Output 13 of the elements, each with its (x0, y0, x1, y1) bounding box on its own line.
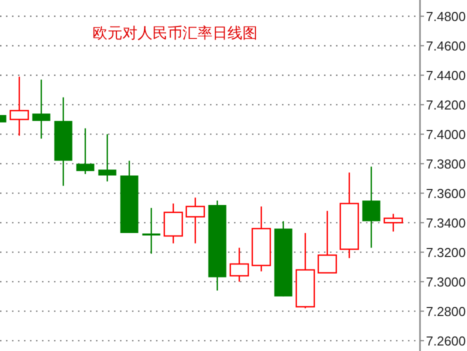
text: 欧元对人民币汇率日线图 (92, 25, 258, 42)
y-tick-label: 7.3400 (426, 216, 466, 231)
y-tick-label: 7.4800 (426, 9, 466, 24)
y-tick-label: 7.2600 (426, 334, 466, 349)
y-tick-label: 7.3000 (426, 274, 466, 290)
y-tick-label: 7.4200 (426, 98, 466, 113)
y-tick-label: 7.4600 (426, 38, 466, 54)
y-tick-label: 7.2800 (426, 304, 466, 320)
y-tick-label: 7.4400 (426, 68, 466, 84)
y-tick-label: 7.3200 (426, 245, 466, 260)
y-tick-label: 7.3800 (426, 156, 466, 172)
y-tick-label: 7.4000 (426, 127, 466, 142)
y-tick-label: 7.3600 (426, 186, 466, 202)
